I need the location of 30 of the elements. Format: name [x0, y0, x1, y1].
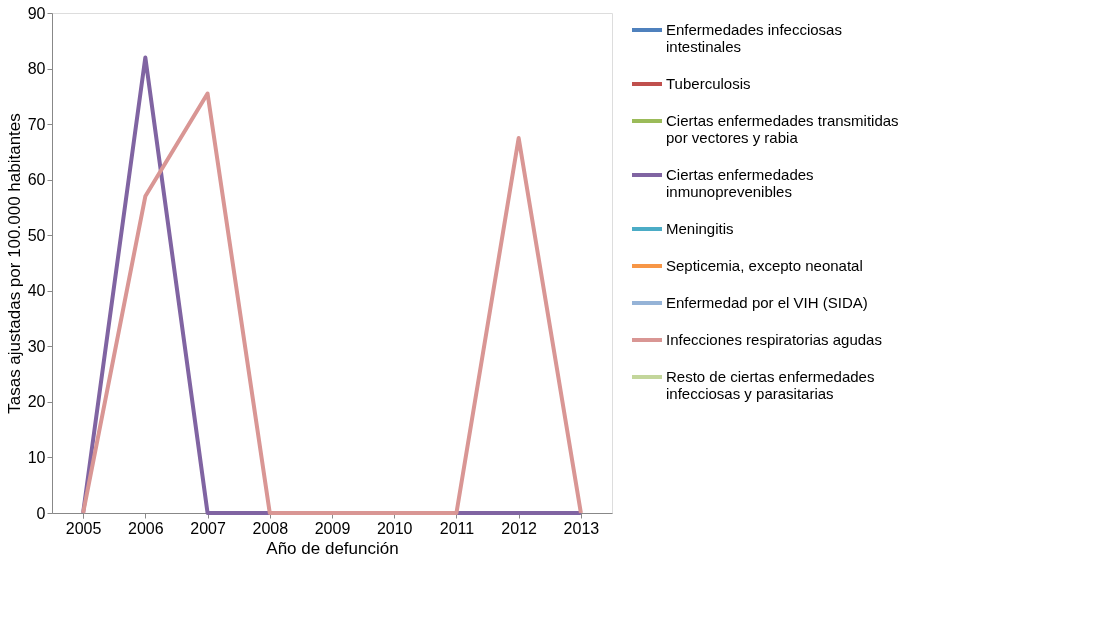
- y-tick-label: 80: [27, 60, 46, 78]
- legend-label: Enfermedades infecciosas intestinales: [666, 21, 842, 55]
- y-tick-label: 10: [27, 448, 46, 466]
- x-tick-label: 2006: [128, 519, 164, 537]
- x-tick-label: 2005: [65, 519, 102, 537]
- x-tick-label: 2008: [252, 519, 289, 537]
- y-tick-label: 70: [27, 115, 46, 133]
- y-tick-label: 20: [27, 393, 46, 411]
- x-tick-label: 2009: [314, 519, 351, 537]
- x-axis-title: Año de defunción: [266, 538, 399, 558]
- x-tick-label: 2007: [190, 519, 226, 537]
- legend-label: Septicemia, excepto neonatal: [666, 257, 863, 274]
- x-tick-label: 2011: [439, 519, 475, 537]
- legend-label: Ciertas enfermedades transmitidas por vectores y rabia: [666, 112, 899, 146]
- legend-label: Resto de ciertas enfermedades infecciosas y parasitarias: [666, 368, 875, 402]
- y-tick-label: 60: [27, 171, 46, 189]
- x-tick-label: 2010: [376, 519, 413, 537]
- x-tick-label: 2012: [501, 519, 538, 537]
- y-tick-label: 50: [27, 226, 46, 244]
- legend-label: Meningitis: [666, 220, 734, 237]
- y-tick-label: 40: [27, 282, 46, 300]
- y-tick-label: 90: [27, 4, 46, 22]
- y-axis-title: Tasas ajustadas por 100.000 habitantes: [4, 113, 24, 414]
- legend-label: Infecciones respiratorias agudas: [666, 331, 882, 348]
- y-tick-label: 30: [27, 337, 46, 355]
- y-tick-label: 0: [36, 504, 46, 522]
- x-tick-label: 2013: [563, 519, 600, 537]
- legend-label: Tuberculosis: [666, 75, 751, 92]
- legend-label: Ciertas enfermedades inmunoprevenibles: [666, 166, 814, 200]
- legend-label: Enfermedad por el VIH (SIDA): [666, 294, 868, 311]
